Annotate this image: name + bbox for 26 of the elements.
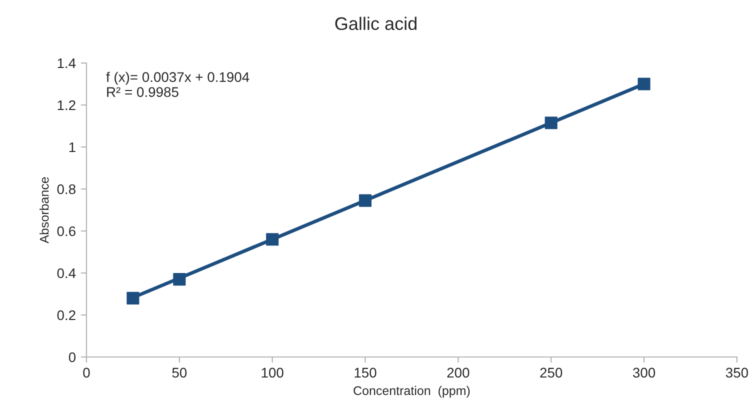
point — [266, 233, 279, 246]
y-tick-label: 0.8 — [57, 184, 76, 194]
point — [638, 78, 650, 90]
point — [173, 273, 186, 286]
point — [126, 292, 140, 304]
annotation: f (x)= 0.0037x + 0.1904 R² = 0.9985 — [106, 72, 250, 97]
y-tick-label: 0.4 — [57, 268, 76, 278]
point — [358, 194, 372, 207]
x-tick-label: 200 — [447, 368, 470, 378]
y-tick-label: 0.6 — [57, 226, 76, 236]
y-tick-label: 0 — [68, 352, 76, 362]
point — [544, 116, 558, 130]
y-tick-label: 1.2 — [58, 100, 76, 110]
y-tick-label: 1.4 — [58, 58, 76, 68]
y-axis-title: Absorbance — [40, 177, 49, 244]
x-axis-title: Concentration (ppm) — [354, 386, 470, 398]
x-tick-label: 300 — [632, 368, 656, 378]
chart-title: Gallic acid — [335, 16, 416, 30]
y-tick-label: 1 — [69, 142, 76, 152]
x-tick-label: 50 — [172, 368, 187, 378]
x-tick-label: 350 — [726, 368, 748, 378]
x-tick-label: 150 — [354, 368, 376, 378]
x-tick-label: 250 — [540, 368, 562, 378]
x-tick-label: 100 — [262, 368, 284, 378]
x-tick-label: 0 — [83, 368, 90, 378]
y-tick-label: 0.2 — [57, 310, 76, 320]
